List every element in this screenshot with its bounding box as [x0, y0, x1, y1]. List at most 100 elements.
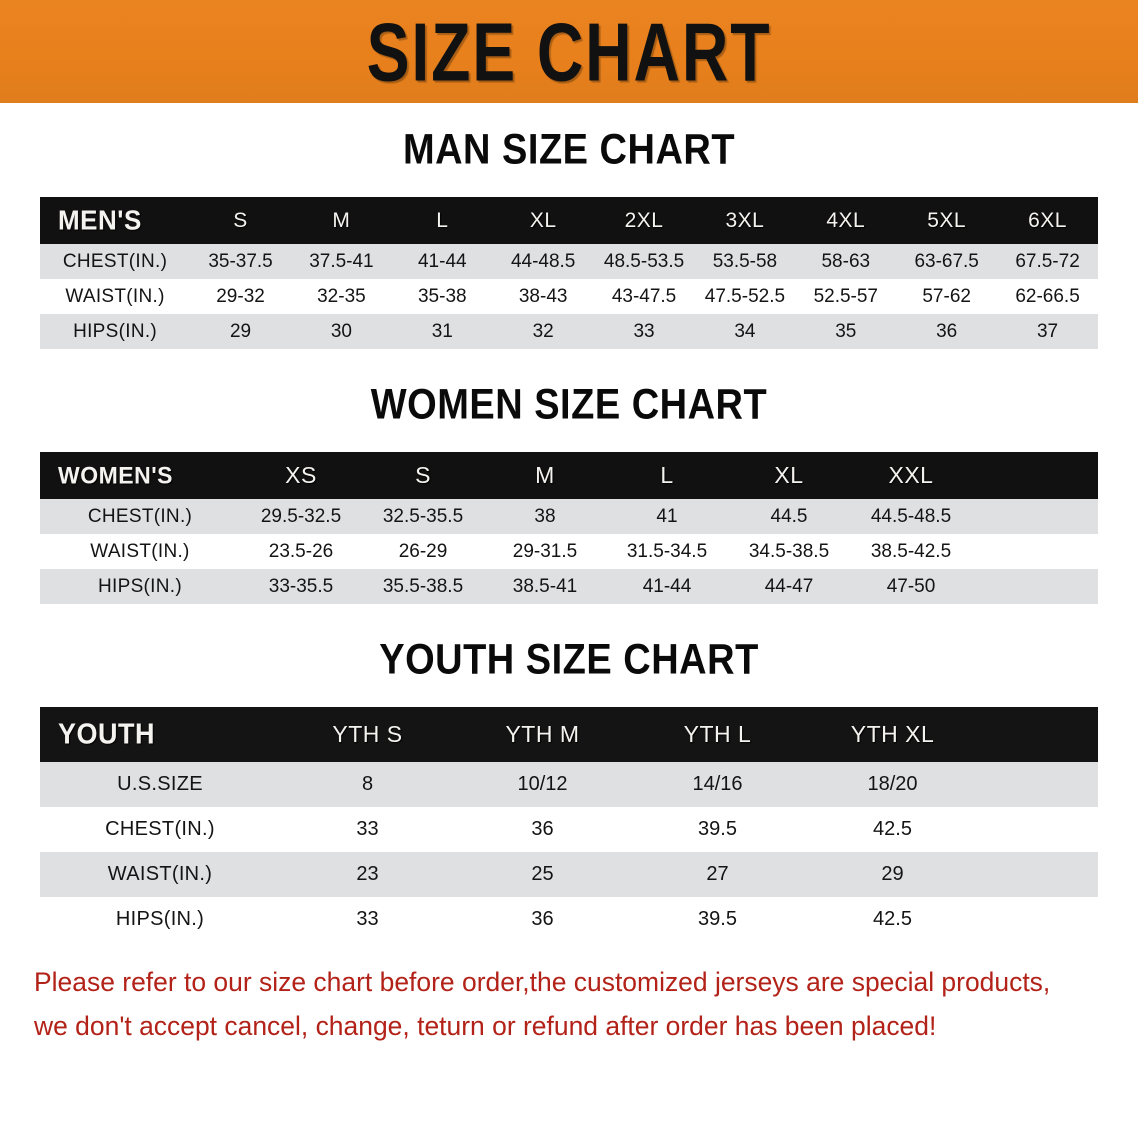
- man-hips-s: 29: [229, 320, 252, 342]
- man-col-header-5xl: 5XL: [927, 208, 967, 232]
- women-hips-l: 41-44: [642, 575, 692, 597]
- man-col-header-6xl: 6XL: [1028, 208, 1067, 232]
- women-header-spacer: [972, 452, 1098, 499]
- women-col-header-s: S: [415, 462, 431, 488]
- table-row: U.S.SIZE 8 10/12 14/16 18/20: [40, 762, 1098, 807]
- man-chest-3xl: 53.5-58: [712, 250, 778, 272]
- youth-waist-spacer: [980, 852, 1098, 897]
- women-waist-m: 29-31.5: [512, 540, 578, 562]
- youth-ussize-spacer: [980, 762, 1098, 807]
- women-chest-xs: 29.5-32.5: [260, 505, 342, 527]
- man-section-title: MAN SIZE CHART: [402, 126, 736, 174]
- youth-size-table: YOUTH YTH S YTH M YTH L YTH XL U.S.SIZE …: [40, 707, 1098, 942]
- youth-waist-yth-s: 23: [356, 863, 379, 885]
- women-hips-xxl: 47-50: [886, 575, 936, 597]
- man-waist-2xl: 43-47.5: [611, 285, 677, 307]
- women-waist-l: 31.5-34.5: [626, 540, 708, 562]
- women-col-header-xs: XS: [285, 462, 317, 488]
- women-hips-xs: 33-35.5: [268, 575, 334, 597]
- table-row: CHEST(IN.) 35-37.5 37.5-41 41-44 44-48.5…: [40, 244, 1098, 279]
- man-chest-m: 37.5-41: [309, 250, 374, 272]
- youth-ussize-yth-xl: 18/20: [867, 773, 918, 795]
- youth-header-spacer: [980, 707, 1098, 762]
- women-chest-xl: 44.5: [770, 505, 808, 527]
- women-col-header-l: L: [660, 462, 674, 488]
- disclaimer-line-1: Please refer to our size chart before or…: [34, 967, 1051, 997]
- table-row: WAIST(IN.) 23.5-26 26-29 29-31.5 31.5-34…: [40, 534, 1098, 569]
- women-col-header-xl: XL: [774, 462, 804, 488]
- man-waist-3xl: 47.5-52.5: [704, 285, 786, 307]
- table-row: HIPS(IN.) 29 30 31 32 33 34 35 36 37: [40, 314, 1098, 349]
- women-waist-xs: 23.5-26: [268, 540, 334, 562]
- table-row: CHEST(IN.) 29.5-32.5 32.5-35.5 38 41 44.…: [40, 499, 1098, 534]
- women-chest-l: 41: [656, 505, 678, 527]
- youth-chest-yth-s: 33: [356, 818, 379, 840]
- man-hips-xl: 32: [532, 320, 554, 342]
- man-chest-xl: 44-48.5: [510, 250, 576, 272]
- women-corner-label: WOMEN'S: [58, 461, 174, 489]
- man-col-header-xl: XL: [529, 208, 557, 232]
- table-row: WAIST(IN.) 23 25 27 29: [40, 852, 1098, 897]
- youth-waist-yth-m: 25: [531, 863, 554, 885]
- page-title: SIZE CHART: [366, 5, 772, 98]
- women-col-header-m: M: [535, 462, 555, 488]
- youth-row-label-hips: HIPS(IN.): [115, 908, 205, 930]
- man-chest-s: 35-37.5: [208, 250, 273, 272]
- man-hips-3xl: 34: [734, 320, 756, 342]
- man-waist-5xl: 57-62: [922, 285, 971, 307]
- man-size-table: MEN'S S M L XL 2XL 3XL 4XL 5XL 6XL CHEST…: [40, 197, 1098, 349]
- table-row: HIPS(IN.) 33 36 39.5 42.5: [40, 897, 1098, 942]
- man-waist-xl: 38-43: [518, 285, 568, 307]
- man-waist-4xl: 52.5-57: [813, 285, 879, 307]
- youth-row-label-chest: CHEST(IN.): [105, 818, 215, 840]
- table-row: WAIST(IN.) 29-32 32-35 35-38 38-43 43-47…: [40, 279, 1098, 314]
- youth-chest-yth-xl: 42.5: [873, 818, 912, 840]
- youth-waist-yth-l: 27: [706, 863, 729, 885]
- man-row-label-waist: WAIST(IN.): [65, 285, 165, 307]
- table-row: HIPS(IN.) 33-35.5 35.5-38.5 38.5-41 41-4…: [40, 569, 1098, 604]
- youth-hips-yth-xl: 42.5: [873, 908, 912, 930]
- man-hips-4xl: 35: [835, 320, 857, 342]
- women-waist-s: 26-29: [398, 540, 448, 562]
- man-hips-5xl: 36: [936, 320, 958, 342]
- youth-section-title: YOUTH SIZE CHART: [379, 636, 759, 684]
- youth-waist-yth-xl: 29: [881, 863, 904, 885]
- women-chest-s: 32.5-35.5: [382, 505, 464, 527]
- man-chest-2xl: 48.5-53.5: [603, 250, 685, 272]
- youth-col-header-yth-s: YTH S: [332, 721, 403, 747]
- man-col-header-l: L: [436, 208, 449, 232]
- disclaimer-line-2: we don't accept cancel, change, teturn o…: [34, 1011, 937, 1041]
- man-size-chart: MEN'S S M L XL 2XL 3XL 4XL 5XL 6XL CHEST…: [40, 197, 1098, 349]
- youth-size-chart: YOUTH YTH S YTH M YTH L YTH XL U.S.SIZE …: [40, 707, 1098, 942]
- women-table-body: CHEST(IN.) 29.5-32.5 32.5-35.5 38 41 44.…: [40, 499, 1098, 604]
- man-waist-6xl: 62-66.5: [1015, 285, 1080, 307]
- table-row: CHEST(IN.) 33 36 39.5 42.5: [40, 807, 1098, 852]
- women-hips-xl: 44-47: [764, 575, 814, 597]
- youth-chest-yth-m: 36: [531, 818, 554, 840]
- youth-ussize-yth-m: 10/12: [517, 773, 568, 795]
- women-row-label-hips: HIPS(IN.): [98, 575, 182, 597]
- youth-table-body: U.S.SIZE 8 10/12 14/16 18/20 CHEST(IN.) …: [40, 762, 1098, 942]
- youth-ussize-yth-l: 14/16: [692, 773, 743, 795]
- youth-hips-yth-s: 33: [356, 908, 379, 930]
- man-col-header-4xl: 4XL: [826, 208, 866, 232]
- youth-corner-label: YOUTH: [58, 718, 155, 750]
- youth-hips-spacer: [980, 897, 1098, 942]
- man-row-label-chest: CHEST(IN.): [62, 250, 168, 272]
- man-table-head: MEN'S S M L XL 2XL 3XL 4XL 5XL 6XL: [40, 197, 1098, 244]
- women-waist-xl: 34.5-38.5: [748, 540, 830, 562]
- man-col-header-3xl: 3XL: [725, 208, 765, 232]
- man-chest-4xl: 58-63: [821, 250, 871, 272]
- women-hips-m: 38.5-41: [512, 575, 578, 597]
- women-size-chart: WOMEN'S XS S M L XL XXL CHEST(IN.) 29.5-…: [40, 452, 1098, 604]
- man-waist-l: 35-38: [417, 285, 467, 307]
- man-col-header-2xl: 2XL: [624, 208, 664, 232]
- man-waist-m: 32-35: [317, 285, 366, 307]
- youth-row-label-us-size: U.S.SIZE: [117, 773, 203, 795]
- youth-hips-yth-l: 39.5: [698, 908, 737, 930]
- man-header-row: MEN'S S M L XL 2XL 3XL 4XL 5XL 6XL: [40, 197, 1098, 244]
- man-hips-2xl: 33: [633, 320, 655, 342]
- youth-ussize-yth-s: 8: [361, 773, 374, 795]
- man-table-body: CHEST(IN.) 35-37.5 37.5-41 41-44 44-48.5…: [40, 244, 1098, 349]
- youth-chest-spacer: [980, 807, 1098, 852]
